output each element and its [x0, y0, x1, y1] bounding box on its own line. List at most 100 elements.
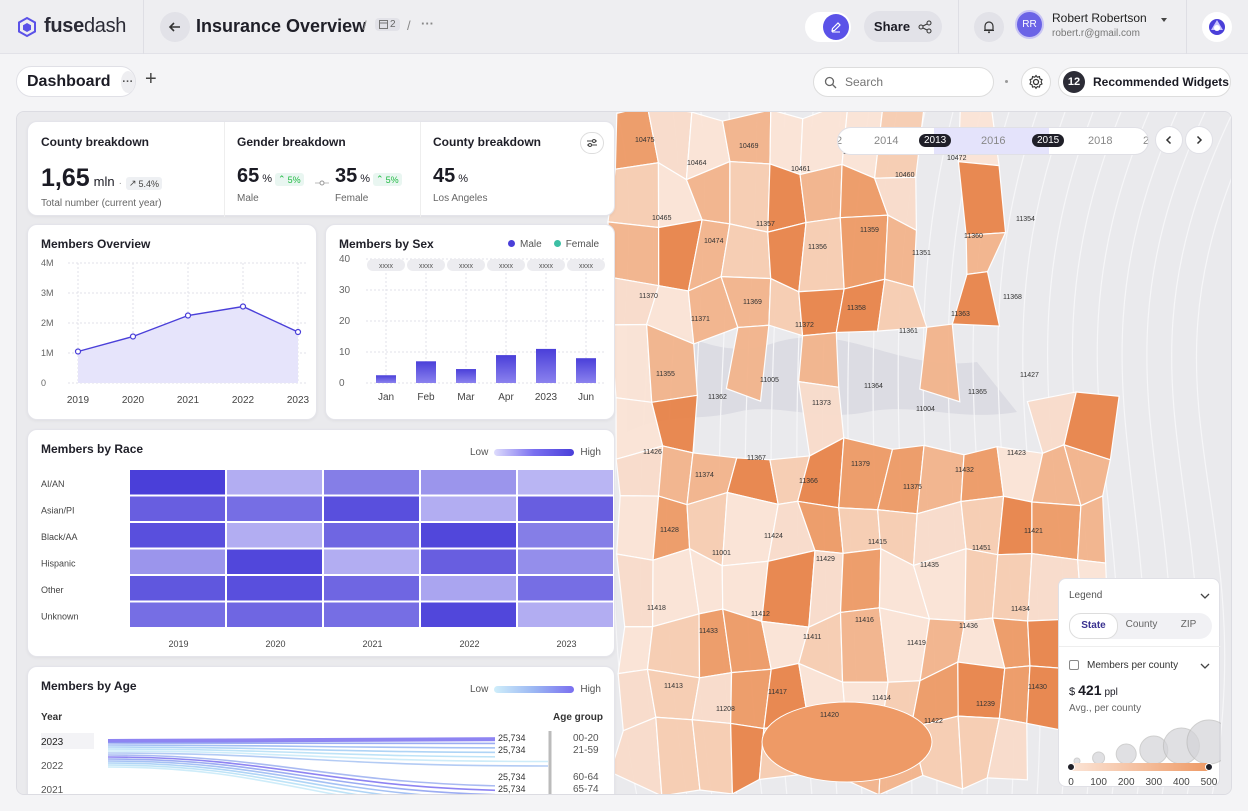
heatmap-cell[interactable] [324, 549, 419, 575]
heatmap-cell[interactable] [227, 496, 322, 522]
heatmap-cell[interactable] [518, 576, 613, 601]
heatmap-cell[interactable] [421, 470, 516, 495]
heatmap-chart[interactable]: AI/AN Asian/PI Black/AA Hispanic Other Unknow… [28, 460, 616, 658]
heatmap-cell[interactable] [324, 523, 419, 548]
heatmap-cell[interactable] [421, 549, 516, 575]
map-region[interactable] [798, 331, 840, 388]
map-region[interactable] [799, 163, 843, 224]
map-region[interactable] [839, 548, 882, 614]
map-region[interactable] [646, 668, 701, 721]
metric-checkbox[interactable] [1069, 660, 1079, 670]
recommended-widgets-button[interactable]: 12 Recommended Widgets [1058, 67, 1231, 97]
map-region[interactable] [761, 701, 933, 783]
brand-logo[interactable]: fuse dash [16, 15, 126, 38]
map-region[interactable] [997, 495, 1033, 556]
legend-scale[interactable]: 0 100 200 300 400 500 [1059, 719, 1221, 788]
map-region[interactable] [919, 323, 961, 403]
bar[interactable] [456, 369, 476, 383]
filter-button[interactable] [580, 132, 604, 154]
map-region[interactable] [960, 445, 1005, 503]
bar[interactable] [376, 375, 396, 383]
back-button[interactable] [160, 12, 190, 42]
heatmap-cell[interactable] [130, 576, 225, 601]
heatmap-cell[interactable] [227, 576, 322, 601]
data-point[interactable] [74, 348, 82, 355]
heatmap-cell[interactable] [130, 496, 225, 522]
area-chart[interactable]: 4M 3M 2M 1M 0 2019 2020 2021 2022 2023 [28, 255, 318, 421]
scale-handle[interactable] [1067, 763, 1075, 771]
chevron-down-icon[interactable] [1200, 662, 1210, 670]
heatmap-cell[interactable] [518, 549, 613, 575]
heatmap-cell[interactable] [130, 470, 225, 495]
heatmap-cell[interactable] [518, 496, 613, 522]
legend-level-tabs[interactable]: State County ZIP [1069, 613, 1212, 639]
notifications-button[interactable] [974, 12, 1004, 42]
heatmap-cell[interactable] [227, 523, 322, 548]
age-flow-chart[interactable]: 2023 2022 2021 25,734 25,734 25,734 25,7… [28, 727, 616, 795]
bar[interactable] [576, 358, 596, 383]
data-point[interactable] [184, 312, 192, 319]
age-group[interactable]: 21-59 [573, 745, 599, 756]
heatmap-cell[interactable] [518, 523, 613, 548]
map-region[interactable] [798, 216, 845, 293]
map-region[interactable] [951, 271, 1001, 327]
search-input[interactable] [845, 75, 985, 89]
range-start-handle[interactable]: 2013 [919, 134, 952, 147]
scale-handle[interactable] [1205, 763, 1213, 771]
bar[interactable] [496, 355, 516, 383]
year-range-slider[interactable]: 2 2014 2016 2018 2 2013 2015 [837, 127, 1149, 155]
map-region[interactable] [609, 323, 653, 404]
share-button[interactable]: Share [864, 11, 942, 42]
bar[interactable] [536, 348, 556, 383]
heatmap-cell[interactable] [421, 523, 516, 548]
map-region[interactable] [998, 665, 1031, 725]
map-region[interactable] [986, 717, 1029, 781]
map-region[interactable] [957, 160, 1007, 236]
search-box[interactable] [813, 67, 994, 97]
map-region[interactable] [616, 495, 660, 561]
map-region[interactable] [725, 324, 770, 402]
map-region[interactable] [721, 112, 772, 165]
heatmap-cell[interactable] [227, 549, 322, 575]
timeline-prev-button[interactable] [1155, 126, 1183, 154]
map-region[interactable] [838, 507, 882, 555]
heatmap-cell[interactable] [324, 470, 419, 495]
tab-state[interactable]: State [1069, 613, 1118, 639]
pages-badge[interactable]: 2 [375, 18, 400, 31]
bar-chart[interactable]: 40 30 20 10 0 xxxx Jan xxxx Feb xxxx Mar xxxx Apr xxx… [326, 255, 616, 421]
bar[interactable] [416, 361, 436, 383]
map-region[interactable] [720, 223, 772, 280]
data-point[interactable] [129, 333, 137, 340]
heatmap-cell[interactable] [130, 602, 225, 628]
heatmap-cell[interactable] [421, 496, 516, 522]
map-region[interactable] [957, 661, 1006, 720]
heatmap-cell[interactable] [324, 602, 419, 628]
data-point[interactable] [294, 328, 302, 336]
year-row[interactable]: 2022 [41, 761, 64, 772]
year-row[interactable]: 2021 [41, 785, 64, 795]
dashboard-more-button[interactable]: ··· [120, 70, 135, 93]
age-group[interactable]: 65-74 [573, 784, 599, 795]
heatmap-cell[interactable] [324, 576, 419, 601]
edit-mode-toggle[interactable] [805, 12, 851, 42]
heatmap-cell[interactable] [421, 602, 516, 628]
map-region[interactable] [1077, 495, 1107, 564]
tab-zip[interactable]: ZIP [1180, 619, 1197, 630]
tab-county[interactable]: County [1125, 619, 1158, 630]
settings-button[interactable] [1021, 67, 1051, 97]
heatmap-cell[interactable] [130, 523, 225, 548]
heatmap-cell[interactable] [227, 470, 322, 495]
age-group[interactable]: 60-64 [573, 772, 599, 783]
heatmap-cell[interactable] [130, 549, 225, 575]
add-dashboard-button[interactable]: + [145, 68, 157, 90]
breadcrumb-more-button[interactable]: ··· [421, 16, 434, 31]
dashboard-selector[interactable]: Dashboard ··· [16, 66, 136, 97]
age-group[interactable]: 00-20 [573, 733, 599, 744]
heatmap-cell[interactable] [518, 602, 613, 628]
heatmap-cell[interactable] [518, 470, 613, 495]
legend-female[interactable]: Female [553, 239, 599, 250]
range-end-handle[interactable]: 2015 [1032, 134, 1065, 147]
heatmap-cell[interactable] [324, 496, 419, 522]
year-row[interactable]: 2023 [41, 737, 64, 748]
legend-male[interactable]: Male [508, 239, 542, 250]
